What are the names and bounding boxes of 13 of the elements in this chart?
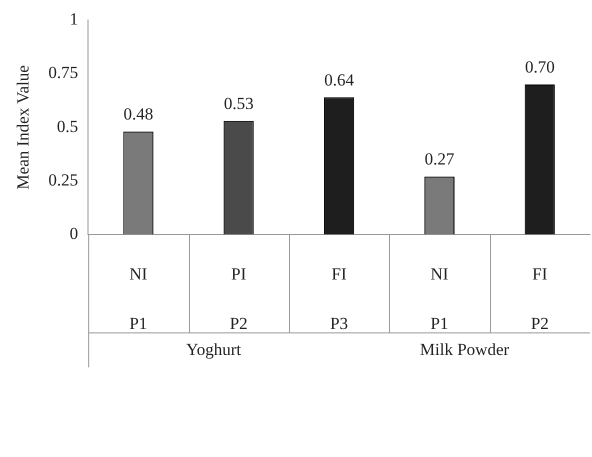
text: Milk Powder [420, 340, 510, 359]
data-label: 0.48 [123, 104, 154, 124]
y-axis-title: Mean Index Value [14, 65, 33, 190]
data-label: 0.53 [224, 94, 254, 113]
data-label: 0.70 [524, 57, 555, 76]
y-tick-label: 0.5 [56, 116, 78, 136]
data-label: 0.64 [324, 70, 354, 90]
y-tick-label: 0 [70, 224, 78, 243]
data-label: 0.27 [424, 150, 455, 169]
y-tick-label: 0.25 [48, 170, 78, 190]
y-tick-label: 1 [70, 10, 78, 29]
text: Yoghurt [186, 340, 242, 359]
y-tick-label: 0.75 [48, 63, 78, 82]
